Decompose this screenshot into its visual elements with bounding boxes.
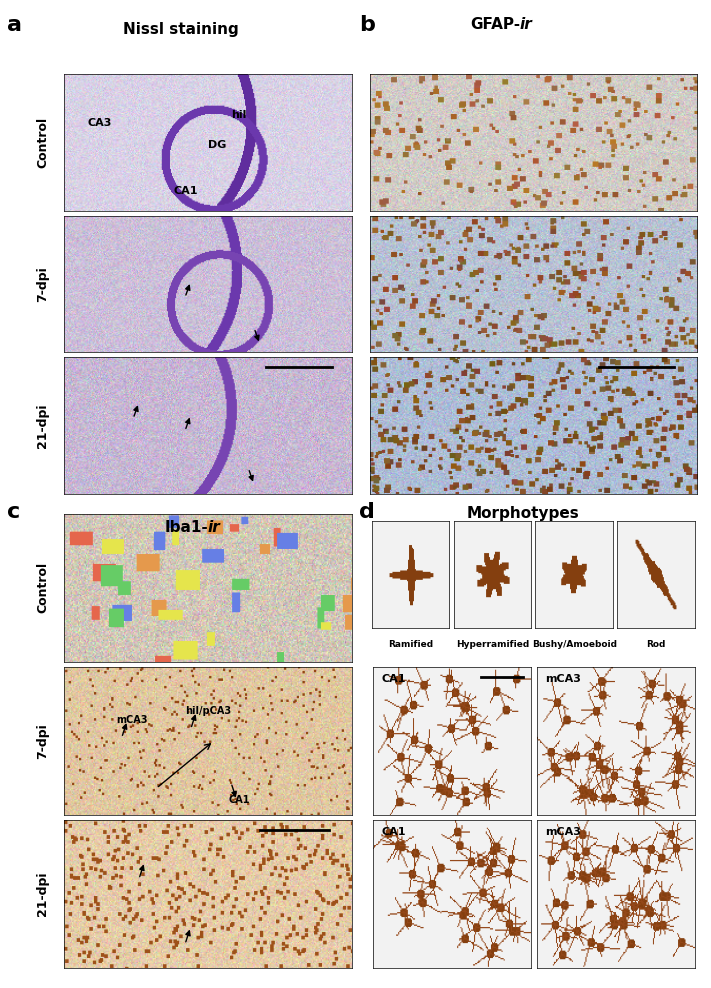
Text: CA1: CA1 <box>381 675 406 685</box>
Text: CA1: CA1 <box>228 795 250 805</box>
Text: GFAP-: GFAP- <box>470 17 520 32</box>
Text: mCA3: mCA3 <box>545 675 581 685</box>
Text: 7-dpi: 7-dpi <box>36 723 49 759</box>
Text: DG: DG <box>208 140 226 150</box>
Text: ir: ir <box>208 520 220 535</box>
Text: b: b <box>359 15 375 35</box>
Text: Ramified: Ramified <box>388 640 433 649</box>
Text: CA1: CA1 <box>173 187 198 197</box>
Text: a: a <box>7 15 22 35</box>
Text: Morphotypes: Morphotypes <box>466 506 579 521</box>
Text: Control: Control <box>36 117 49 168</box>
Text: Control: Control <box>36 562 49 614</box>
Text: d: d <box>359 502 375 522</box>
Text: Bushy/Amoeboid: Bushy/Amoeboid <box>532 640 616 649</box>
Text: mCA3: mCA3 <box>116 715 147 725</box>
Text: hil: hil <box>231 110 247 120</box>
Text: Iba1-: Iba1- <box>164 520 208 535</box>
Text: 21-dpi: 21-dpi <box>36 403 49 448</box>
Text: CA1: CA1 <box>381 828 406 838</box>
Text: ir: ir <box>520 17 533 32</box>
Text: mCA3: mCA3 <box>545 828 581 838</box>
Text: 21-dpi: 21-dpi <box>36 871 49 917</box>
Text: CA3: CA3 <box>87 118 112 128</box>
Text: Nissl staining: Nissl staining <box>124 22 239 37</box>
Text: Hyperramified: Hyperramified <box>456 640 529 649</box>
Text: Rod: Rod <box>646 640 665 649</box>
Text: 7-dpi: 7-dpi <box>36 266 49 302</box>
Text: c: c <box>7 502 21 522</box>
Text: hil/pCA3: hil/pCA3 <box>185 706 231 716</box>
